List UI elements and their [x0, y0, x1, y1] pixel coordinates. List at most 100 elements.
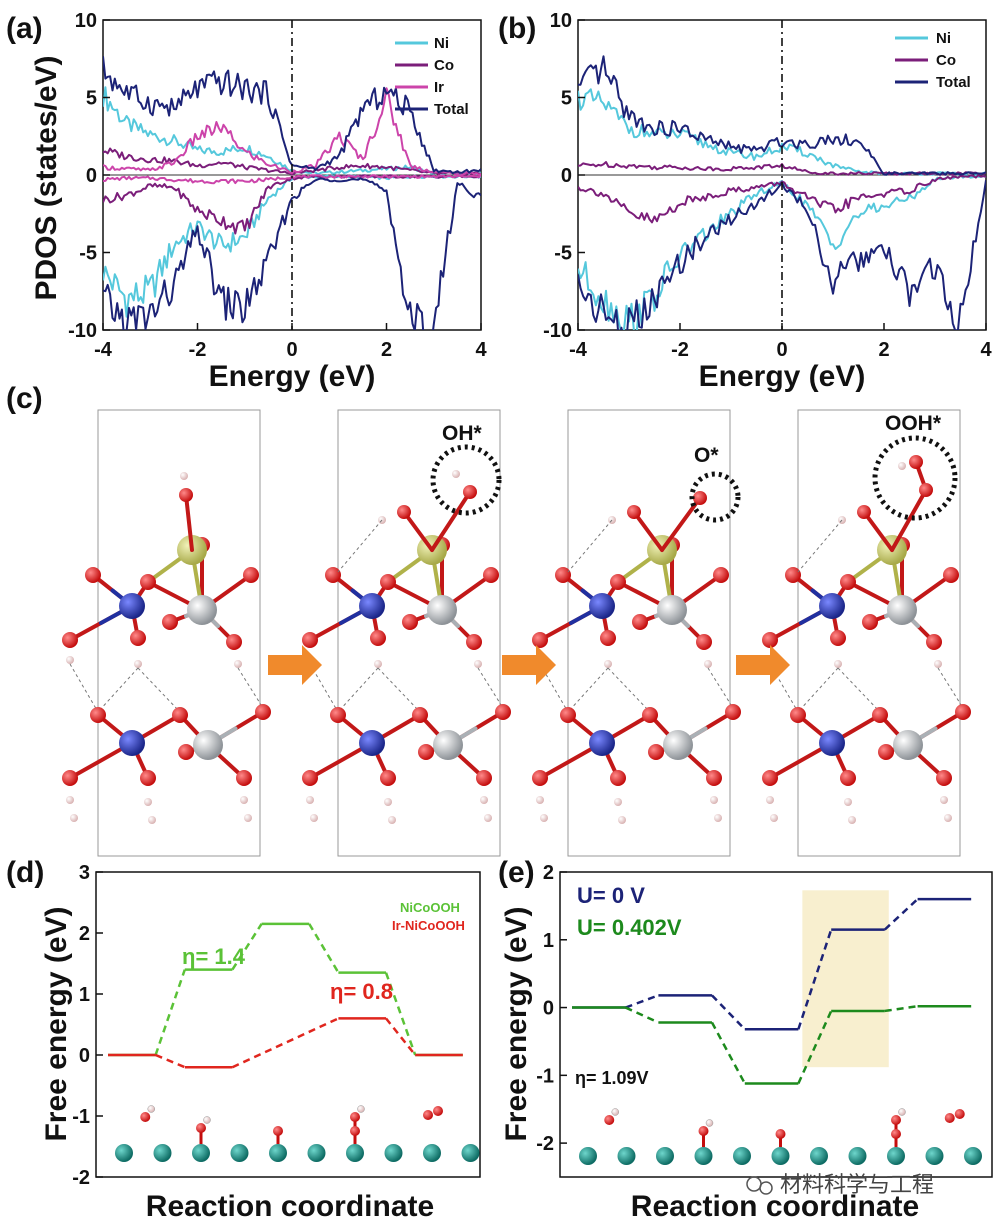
xlabel-a: Energy (eV): [209, 360, 376, 393]
hydrogen-atom: [306, 796, 314, 804]
oxygen-atom: [418, 744, 434, 760]
ytick-label-e: -1: [536, 1065, 554, 1087]
plot-area-d: [108, 922, 463, 1069]
nickel-atom: [359, 593, 385, 619]
ytick-label-a: 0: [86, 165, 97, 187]
oxygen-atom: [226, 634, 242, 650]
adsorbate-o: [423, 1110, 433, 1120]
cobalt-atom: [893, 730, 923, 760]
adsorbate-o: [433, 1106, 443, 1116]
hydrogen-bond: [607, 667, 651, 713]
oxygen-atom: [302, 632, 318, 648]
oxygen-atom: [130, 630, 146, 646]
hydrogen-bond: [337, 519, 383, 573]
hydrogen-atom: [536, 796, 544, 804]
oxygen-atom: [693, 491, 707, 505]
oxygen-atom: [476, 770, 492, 786]
hydrogen-atom: [834, 660, 842, 668]
hydrogen-bond: [937, 667, 964, 709]
xlabel-b: Energy (eV): [699, 360, 866, 393]
transition-e-1: [710, 1021, 746, 1085]
ytick-label-a: 5: [86, 88, 97, 110]
hydrogen-bond: [477, 667, 504, 709]
hydrogen-bond: [567, 667, 609, 713]
surface-atom: [423, 1144, 441, 1162]
oxygen-atom: [725, 704, 741, 720]
ytick-label-b: -5: [554, 243, 572, 265]
hydrogen-atom: [540, 814, 548, 822]
adsorbate-h: [203, 1116, 211, 1124]
legend-total-b: Total: [936, 74, 971, 91]
transition-d-1: [155, 1053, 186, 1069]
eta-nicooh: η= 1.4: [182, 944, 246, 969]
surface-atom: [848, 1147, 867, 1165]
oxygen-atom: [255, 704, 271, 720]
hydrogen-atom: [148, 816, 156, 824]
surface-atom: [461, 1144, 480, 1162]
oxygen-atom: [172, 707, 188, 723]
ytick-label-d: 3: [79, 862, 90, 884]
ytick-label-e: 0: [543, 998, 554, 1020]
hydrogen-bond: [137, 667, 181, 713]
oxygen-atom: [62, 770, 78, 786]
ytick-label-d: 2: [79, 923, 90, 945]
bond: [890, 488, 928, 552]
oxygen-atom: [909, 455, 923, 469]
surface-atom: [810, 1147, 828, 1165]
ytick-label-e: 2: [543, 862, 554, 884]
ylabel-e: Free energy (eV): [500, 906, 533, 1141]
hydrogen-atom: [944, 814, 952, 822]
adsorbate-o: [891, 1129, 901, 1139]
nickel-atom: [819, 730, 845, 756]
reaction-arrows: [268, 645, 790, 685]
oxygen-atom: [495, 704, 511, 720]
ytick-label-b: 5: [561, 88, 572, 110]
nickel-atom: [589, 593, 615, 619]
reaction-arrow-3: [736, 645, 790, 685]
label-ooh: OOH*: [885, 412, 942, 435]
oxygen-atom: [840, 770, 856, 786]
xlabel-e: Reaction coordinate: [631, 1190, 919, 1223]
plot-frame-e: [559, 871, 993, 1178]
xlabel-d: Reaction coordinate: [146, 1190, 434, 1223]
axes-e: 2 1 0 -1 -2: [536, 862, 567, 1155]
hydrogen-atom: [240, 796, 248, 804]
bond: [402, 510, 434, 552]
transition-e-1: [797, 1010, 833, 1084]
oxygen-atom: [878, 744, 894, 760]
hydrogen-atom: [474, 660, 482, 668]
pdos-ir-up-a: [103, 87, 481, 176]
cobalt-atom: [193, 730, 223, 760]
ytick-label-d: -2: [72, 1167, 90, 1189]
panel-c: (c) OH* O* OOH*: [6, 382, 971, 857]
oxygen-atom: [632, 614, 648, 630]
panel-e: (e) Free energy (eV) 2 1 0 -1 -2 U= 0 V U= 0…: [498, 856, 993, 1223]
hydrogen-atom: [234, 660, 242, 668]
hydrogen-atom: [144, 798, 152, 806]
structure-start: [62, 409, 271, 857]
oxygen-atom: [140, 574, 156, 590]
transition-d-0: [384, 972, 417, 1056]
oxygen-atom: [762, 770, 778, 786]
oxygen-atom: [162, 614, 178, 630]
surface-atom: [384, 1144, 403, 1162]
o-adsorbate-circle: [689, 471, 741, 523]
oxygen-atom: [762, 632, 778, 648]
oxygen-atom: [696, 634, 712, 650]
oxygen-atom: [560, 707, 576, 723]
cobalt-atom: [657, 595, 687, 625]
hydrogen-bond: [567, 519, 613, 573]
adsorbate-o: [604, 1115, 615, 1125]
watermark-text: 材料科学与工程: [780, 1172, 934, 1197]
oxygen-atom: [943, 567, 959, 583]
legend-nicooh: NiCoOOH: [400, 900, 460, 915]
nickel-atom: [589, 730, 615, 756]
unit-cell: [797, 409, 961, 857]
surface-atom: [269, 1144, 287, 1162]
ytick-label-a: 10: [75, 10, 97, 32]
structure-o: [532, 409, 741, 857]
bond: [430, 490, 472, 552]
oxygen-atom: [178, 744, 194, 760]
structure-series: [62, 409, 971, 857]
hydrogen-atom: [770, 814, 778, 822]
